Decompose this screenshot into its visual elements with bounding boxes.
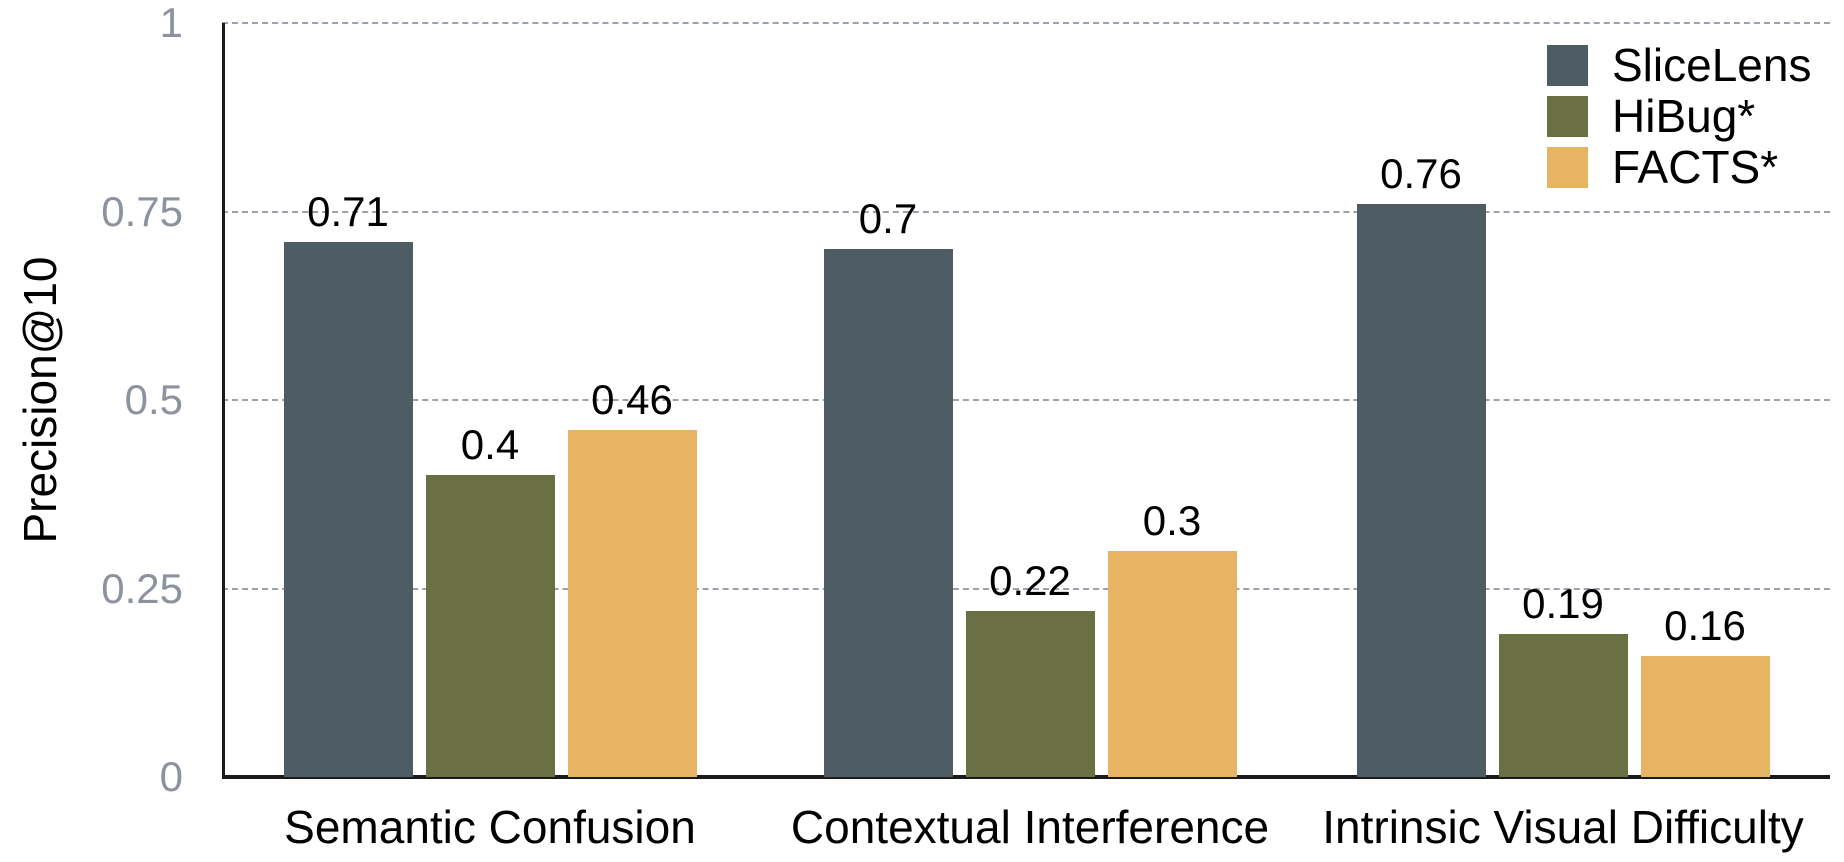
legend-label: HiBug* — [1612, 90, 1756, 142]
value-label: 0.76 — [1380, 149, 1462, 197]
x-axis-line — [222, 775, 1830, 779]
y-tick-label-1: 1 — [159, 0, 183, 46]
value-label: 0.46 — [591, 376, 673, 424]
legend-swatch-icon — [1547, 45, 1588, 86]
legend-item-SliceLens: SliceLens — [1547, 39, 1812, 91]
y-tick-label-0.75: 0.75 — [101, 187, 183, 235]
bar-SliceLens-group2 — [823, 249, 953, 777]
bar-FACTS-group3 — [1640, 656, 1770, 777]
category-label-1: Semantic Confusion — [284, 801, 696, 853]
y-tick-label-0.5: 0.5 — [124, 376, 183, 423]
y-tick-label-0.25: 0.25 — [101, 564, 183, 612]
bar-HiBug-group2 — [965, 611, 1095, 777]
bar-FACTS-group1 — [567, 430, 697, 777]
plot-area: 0.71 0.4 0.46 0.7 0.22 0.3 0.76 0.19 0.16 — [222, 22, 1830, 779]
legend-item-FACTS: FACTS* — [1547, 141, 1811, 193]
value-label: 0.3 — [1142, 496, 1202, 544]
gridline-1 — [222, 22, 1830, 24]
legend: SliceLens HiBug* FACTS* — [1547, 39, 1812, 193]
value-label: 0.22 — [989, 557, 1071, 605]
gridline-0.25 — [222, 587, 1830, 590]
legend-item-HiBug: HiBug* — [1547, 90, 1811, 142]
value-label: 0.71 — [307, 187, 389, 235]
bar-SliceLens-group3 — [1356, 203, 1486, 777]
gridline-0.5 — [222, 399, 1830, 401]
value-label: 0.7 — [858, 195, 918, 243]
category-label-3: Intrinsic Visual Difficulty — [1322, 801, 1804, 853]
y-axis-line — [222, 23, 225, 779]
bar-HiBug-group1 — [425, 475, 555, 777]
category-label-2: Contextual Interference — [790, 801, 1270, 853]
value-label: 0.16 — [1664, 602, 1746, 650]
y-tick-label-0: 0 — [159, 753, 183, 800]
value-label: 0.4 — [460, 421, 520, 469]
bar-HiBug-group3 — [1498, 633, 1628, 777]
legend-swatch-icon — [1547, 96, 1588, 137]
value-label: 0.19 — [1522, 579, 1604, 627]
legend-swatch-icon — [1547, 147, 1588, 188]
gridline-0.75 — [222, 210, 1830, 213]
legend-label: FACTS* — [1612, 141, 1779, 193]
bar-SliceLens-group1 — [283, 241, 413, 777]
bar-FACTS-group2 — [1107, 550, 1237, 777]
legend-label: SliceLens — [1612, 39, 1812, 91]
